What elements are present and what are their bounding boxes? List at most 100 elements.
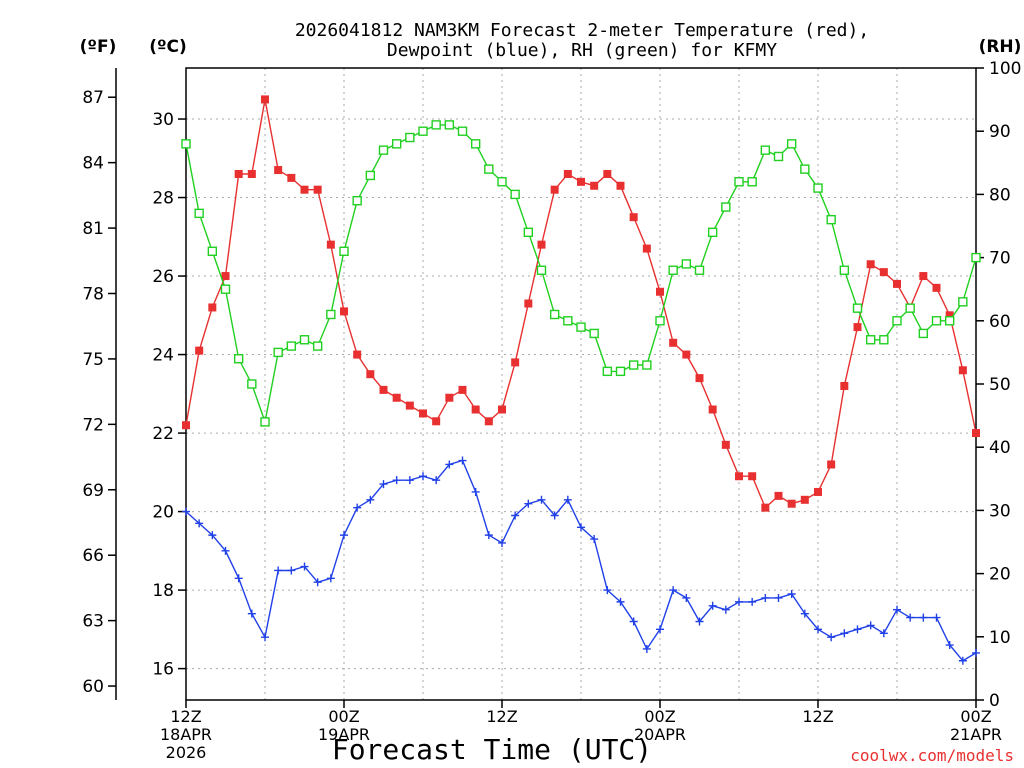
fahrenheit-tick-label: 66	[82, 546, 104, 566]
2-meter-temperature-point	[326, 240, 335, 249]
rh-point	[194, 208, 204, 219]
2-meter-temperature-point	[366, 370, 375, 379]
dewpoint-point	[590, 535, 599, 544]
2-meter-temperature-point	[537, 240, 546, 249]
rh-point	[734, 177, 744, 187]
2-meter-temperature-point	[893, 279, 901, 288]
dewpoint-point	[537, 495, 546, 504]
rh-point	[312, 341, 323, 351]
dewpoint-point	[577, 523, 585, 532]
dewpoint-point	[656, 625, 664, 634]
rh-point	[944, 316, 955, 326]
2-meter-temperature-point	[958, 366, 967, 375]
2-meter-temperature-point	[563, 169, 572, 178]
dewpoint-point	[300, 562, 309, 571]
dewpoint-point	[326, 574, 335, 583]
rh-point	[181, 139, 191, 149]
fahrenheit-tick-label: 75	[82, 350, 104, 370]
dewpoint-point	[735, 597, 743, 606]
dewpoint-point	[274, 566, 283, 575]
rh-point	[497, 177, 507, 187]
rh-tick-label: 50	[989, 375, 1011, 395]
rh-point	[563, 316, 573, 326]
dewpoint-point	[432, 476, 441, 485]
2-meter-temperature-point	[300, 185, 309, 194]
2-meter-temperature-point	[340, 307, 348, 316]
time-tick-label: 21APR	[950, 725, 1002, 744]
2-meter-temperature-point	[287, 173, 296, 182]
2-meter-temperature-point	[945, 311, 954, 320]
rh-point	[470, 139, 481, 149]
dewpoint-point	[366, 495, 375, 504]
time-tick-label: 00Z	[328, 707, 359, 726]
rh-point	[260, 417, 270, 427]
dewpoint-point	[563, 495, 572, 504]
dewpoint-point	[879, 629, 888, 638]
rh-point	[615, 366, 626, 377]
dewpoint-point	[787, 590, 796, 599]
dewpoint-point	[471, 487, 480, 496]
2-meter-temperature-point	[484, 417, 493, 426]
time-tick-label: 20APR	[634, 725, 686, 744]
dewpoint-point	[906, 613, 915, 622]
2-meter-temperature-point	[800, 495, 809, 504]
2-meter-temperature-point	[761, 503, 770, 512]
x-axis-label: Forecast Time (UTC)	[332, 733, 652, 766]
dewpoint-point	[379, 480, 388, 489]
rh-tick-label: 90	[989, 122, 1011, 142]
time-tick-label: 12Z	[170, 707, 201, 726]
dewpoint-point	[261, 633, 269, 642]
2-meter-temperature-point	[603, 169, 612, 178]
fahrenheit-tick-label: 69	[82, 481, 104, 501]
2-meter-temperature-point	[840, 381, 849, 390]
rh-tick-label: 30	[989, 501, 1011, 521]
tick-labels: 16 18 20 22 24 26 28 30 60 63 66 69 72 75 78 81 84 87 0 10 2…	[82, 59, 1021, 762]
dewpoint-point	[748, 597, 757, 606]
time-tick-label: 00Z	[644, 707, 675, 726]
dewpoint-point	[682, 593, 691, 602]
rh-point	[839, 265, 850, 275]
time-tick-label: 18APR	[160, 725, 212, 744]
rh-point	[484, 164, 494, 174]
2-meter-temperature-point	[208, 303, 217, 312]
dewpoint-point	[484, 531, 493, 540]
dewpoint-point	[208, 531, 217, 540]
time-tick-label: 00Z	[960, 707, 991, 726]
rh-point	[931, 316, 942, 326]
dewpoint-point	[340, 531, 348, 540]
rh-point	[207, 246, 218, 256]
rh-point	[905, 303, 915, 313]
fahrenheit-tick-label: 60	[82, 677, 104, 697]
dewpoint-point	[853, 625, 862, 634]
rh-point	[642, 360, 652, 370]
rh-point	[576, 322, 586, 332]
2-meter-temperature-point	[616, 181, 625, 190]
rh-point	[628, 360, 639, 370]
rh-point	[971, 252, 981, 263]
rh-point	[589, 328, 599, 339]
rh-tick-label: 60	[989, 312, 1011, 332]
rh-point	[418, 126, 428, 136]
dewpoint-point	[221, 546, 230, 555]
rh-point	[681, 259, 692, 269]
rh-point	[786, 139, 797, 149]
rh-point	[286, 341, 297, 351]
rh-point	[391, 139, 402, 149]
rh-point	[273, 347, 283, 358]
celsius-unit-label: (ºC)	[149, 37, 187, 57]
dewpoint-point	[866, 621, 875, 630]
2-meter-temperature-point	[932, 283, 941, 292]
fahrenheit-tick-label: 63	[82, 612, 104, 632]
dewpoint-point	[445, 460, 454, 469]
dewpoint-point	[550, 511, 559, 520]
2-meter-temperature-point	[577, 177, 585, 186]
source-credit: coolwx.com/models	[850, 746, 1014, 765]
dewpoint-point	[313, 578, 322, 587]
fahrenheit-tick-label: 87	[82, 88, 104, 108]
time-tick-label: 12Z	[486, 707, 517, 726]
time-tick-label: 2026	[166, 743, 207, 762]
rh-point	[865, 335, 876, 345]
celsius-tick-label: 28	[152, 189, 174, 209]
rh-point	[220, 284, 231, 294]
rh-point	[721, 202, 731, 212]
